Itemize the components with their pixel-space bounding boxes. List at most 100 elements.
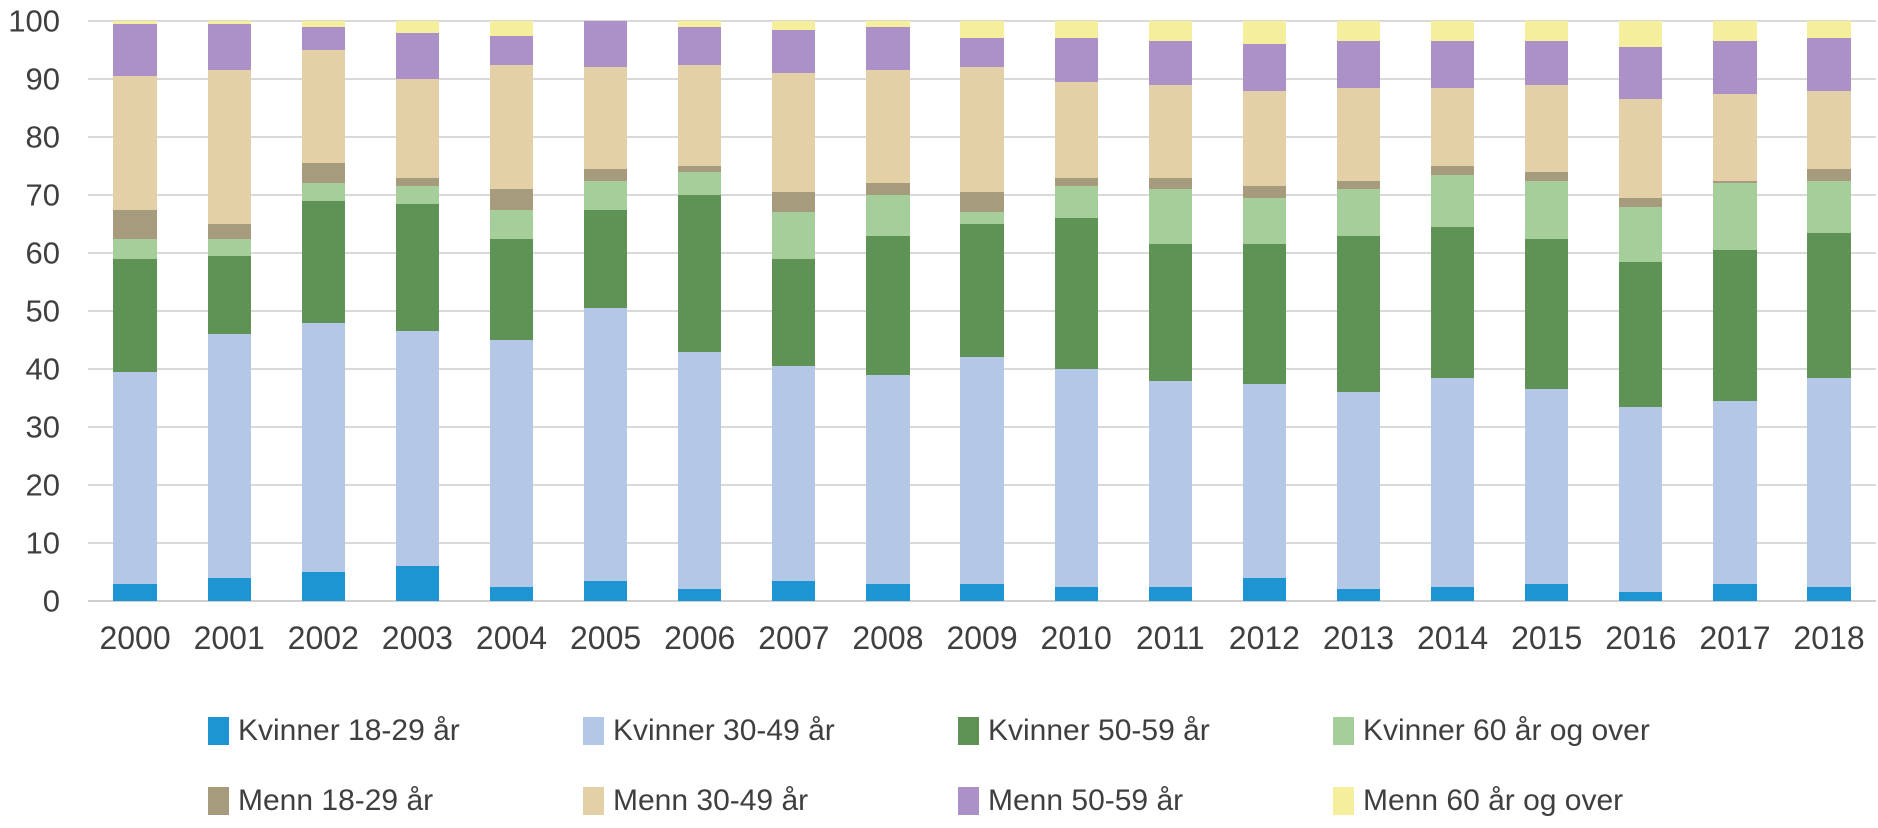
segment-2011-menn-50-59-r: [1148, 41, 1192, 85]
bar-2014: [1430, 21, 1475, 601]
segment-2007-kvinner-50-59-r: [772, 258, 816, 367]
segment-2016-menn-50-59-r: [1619, 47, 1663, 100]
bar-2010: [1054, 21, 1098, 601]
segment-2000-menn-60-r-og-over: [113, 21, 157, 24]
segment-2012-menn-30-49-r: [1242, 90, 1286, 187]
y-tick-label-50: 50: [25, 293, 60, 329]
segment-2007-kvinner-30-49-r: [772, 366, 816, 581]
bar-2002: [301, 21, 345, 601]
bars-row: [88, 21, 1876, 601]
segment-2006-kvinner-50-59-r: [678, 195, 722, 352]
bar-slot-2011: [1123, 21, 1217, 601]
segment-2004-kvinner-18-29-r: [489, 586, 534, 601]
segment-2007-menn-60-r-og-over: [772, 21, 816, 30]
segment-2013-menn-30-49-r: [1336, 87, 1381, 181]
segment-2016-menn-60-r-og-over: [1619, 21, 1663, 48]
legend-item-kvinner-18-29-r: Kvinner 18-29 år: [208, 714, 583, 748]
segment-2010-kvinner-50-59-r: [1054, 218, 1098, 369]
legend-label-kvinner-18-29-r: Kvinner 18-29 år: [238, 714, 460, 747]
y-tick-label-90: 90: [25, 61, 60, 97]
segment-2008-menn-50-59-r: [866, 26, 910, 71]
segment-2005-menn-50-59-r: [583, 21, 628, 68]
segment-2015-menn-30-49-r: [1525, 84, 1569, 172]
bar-2017: [1713, 21, 1757, 601]
segment-2012-menn-60-r-og-over: [1242, 21, 1286, 45]
y-tick-label-60: 60: [25, 235, 60, 271]
y-tick-label-30: 30: [25, 409, 60, 445]
segment-2014-menn-60-r-og-over: [1430, 21, 1475, 42]
legend-label-kvinner-50-59-r: Kvinner 50-59 år: [988, 714, 1210, 747]
segment-2002-kvinner-30-49-r: [301, 322, 345, 572]
x-tick-label-2008: 2008: [852, 620, 924, 656]
plot-area: [88, 20, 1876, 602]
bar-slot-2017: [1688, 21, 1782, 601]
segment-2012-kvinner-30-49-r: [1242, 383, 1286, 578]
segment-2009-menn-50-59-r: [960, 38, 1004, 68]
segment-2001-menn-50-59-r: [207, 23, 251, 71]
segment-2017-menn-18-29-r: [1713, 180, 1757, 184]
legend-swatch-kvinner-50-59-r: [958, 717, 979, 745]
segment-2017-kvinner-30-49-r: [1713, 400, 1757, 584]
segment-2000-menn-50-59-r: [113, 23, 157, 77]
bar-slot-2004: [464, 21, 558, 601]
y-tick-label-80: 80: [25, 119, 60, 155]
segment-2004-menn-50-59-r: [489, 35, 534, 65]
segment-2016-menn-18-29-r: [1619, 197, 1663, 207]
segment-2000-menn-18-29-r: [113, 209, 157, 239]
x-tick-label-2003: 2003: [381, 620, 453, 656]
bar-2008: [866, 21, 910, 601]
segment-2001-kvinner-50-59-r: [207, 255, 251, 335]
segment-2016-kvinner-18-29-r: [1619, 592, 1663, 601]
segment-2003-kvinner-30-49-r: [395, 331, 440, 567]
segment-2013-kvinner-30-49-r: [1336, 392, 1381, 590]
segment-2009-kvinner-30-49-r: [960, 357, 1004, 584]
segment-2007-kvinner-18-29-r: [772, 580, 816, 601]
segment-2006-menn-30-49-r: [678, 64, 722, 167]
segment-2003-kvinner-18-29-r: [395, 566, 440, 601]
segment-2004-menn-60-r-og-over: [489, 21, 534, 36]
segment-2006-menn-18-29-r: [678, 166, 722, 172]
segment-2004-kvinner-50-59-r: [489, 238, 534, 340]
bar-slot-2006: [653, 21, 747, 601]
segment-2011-menn-30-49-r: [1148, 84, 1192, 178]
x-axis: 2000 2001 2002 2003 2004 2005 2006 2007 2008 2009…: [88, 622, 1876, 654]
segment-2015-menn-18-29-r: [1525, 171, 1569, 181]
legend-item-kvinner-60-r-og-over: Kvinner 60 år og over: [1333, 714, 1708, 748]
segment-2010-menn-18-29-r: [1054, 177, 1098, 187]
bar-slot-2008: [841, 21, 935, 601]
segment-2006-menn-50-59-r: [678, 26, 722, 65]
segment-2008-kvinner-30-49-r: [866, 374, 910, 584]
bar-slot-2013: [1311, 21, 1405, 601]
segment-2013-kvinner-60-r-og-over: [1336, 189, 1381, 236]
segment-2013-menn-60-r-og-over: [1336, 21, 1381, 42]
segment-2018-kvinner-18-29-r: [1807, 586, 1851, 601]
bar-2004: [489, 21, 534, 601]
bar-2007: [772, 21, 816, 601]
x-tick-label-2014: 2014: [1416, 620, 1489, 656]
segment-2015-menn-50-59-r: [1525, 41, 1569, 85]
segment-2002-kvinner-60-r-og-over: [301, 183, 345, 201]
segment-2015-kvinner-60-r-og-over: [1525, 180, 1569, 239]
segment-2002-menn-30-49-r: [301, 50, 345, 164]
x-tick-label-2005: 2005: [570, 620, 642, 656]
bar-2012: [1242, 21, 1286, 601]
segment-2011-menn-18-29-r: [1148, 177, 1192, 190]
y-tick-label-0: 0: [42, 583, 60, 619]
segment-2003-menn-30-49-r: [395, 79, 440, 178]
bar-2005: [583, 21, 628, 601]
x-tick-label-2016: 2016: [1605, 620, 1677, 656]
segment-2000-menn-30-49-r: [113, 76, 157, 210]
segment-2005-menn-18-29-r: [583, 168, 628, 181]
segment-2002-menn-60-r-og-over: [301, 21, 345, 27]
segment-2008-kvinner-60-r-og-over: [866, 195, 910, 236]
segment-2018-kvinner-30-49-r: [1807, 377, 1851, 587]
legend-label-menn-50-59-r: Menn 50-59 år: [988, 784, 1184, 817]
segment-2011-kvinner-30-49-r: [1148, 380, 1192, 587]
segment-2002-kvinner-50-59-r: [301, 200, 345, 323]
segment-2017-kvinner-50-59-r: [1713, 250, 1757, 401]
segment-2006-menn-60-r-og-over: [678, 21, 722, 27]
segment-2000-kvinner-50-59-r: [113, 258, 157, 372]
segment-2011-kvinner-60-r-og-over: [1148, 189, 1192, 245]
legend-item-menn-18-29-r: Menn 18-29 år: [208, 784, 583, 818]
bar-slot-2001: [182, 21, 276, 601]
